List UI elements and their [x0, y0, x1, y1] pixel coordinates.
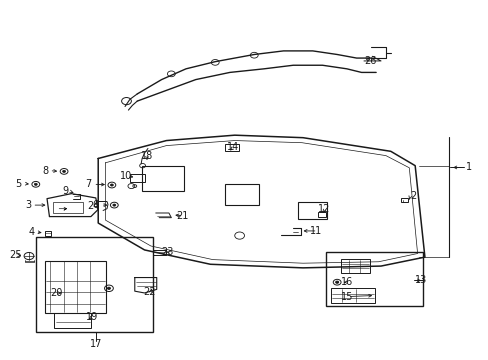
- Text: 22: 22: [143, 287, 156, 297]
- Text: 23: 23: [161, 247, 174, 257]
- Text: 24: 24: [87, 201, 100, 211]
- Bar: [224, 144, 238, 151]
- Text: 14: 14: [227, 142, 239, 152]
- Circle shape: [62, 170, 65, 172]
- Text: 9: 9: [62, 186, 69, 197]
- Circle shape: [113, 204, 116, 206]
- Bar: [53, 202, 82, 213]
- Text: 21: 21: [176, 211, 188, 221]
- Text: 1: 1: [466, 162, 471, 172]
- Text: 25: 25: [9, 250, 21, 260]
- Text: 16: 16: [340, 277, 352, 287]
- Text: 2: 2: [409, 191, 416, 201]
- Circle shape: [107, 287, 110, 289]
- Text: 4: 4: [29, 227, 35, 237]
- Text: 11: 11: [310, 226, 322, 236]
- Bar: [36, 237, 153, 332]
- Text: 17: 17: [89, 339, 102, 349]
- Bar: [298, 202, 327, 220]
- Text: 12: 12: [317, 204, 329, 215]
- Bar: [317, 212, 326, 217]
- Bar: [330, 288, 374, 303]
- Text: 13: 13: [414, 275, 427, 285]
- Text: 18: 18: [141, 150, 153, 161]
- Text: 5: 5: [15, 179, 21, 189]
- Bar: [44, 231, 51, 235]
- Bar: [142, 166, 183, 191]
- Text: 20: 20: [50, 288, 62, 298]
- Bar: [54, 314, 91, 328]
- Text: 10: 10: [120, 171, 132, 181]
- Bar: [130, 174, 144, 182]
- Text: 3: 3: [25, 200, 31, 210]
- Circle shape: [34, 183, 37, 185]
- Bar: [340, 259, 369, 273]
- Bar: [224, 184, 259, 205]
- Text: 7: 7: [85, 179, 91, 189]
- Circle shape: [335, 281, 338, 283]
- Text: 6: 6: [92, 200, 98, 210]
- Bar: [44, 261, 105, 313]
- Text: 26: 26: [363, 56, 376, 66]
- Bar: [400, 198, 407, 202]
- Circle shape: [110, 184, 113, 186]
- Text: 15: 15: [340, 292, 353, 302]
- Text: 8: 8: [42, 166, 48, 176]
- Bar: [326, 252, 422, 306]
- Text: 19: 19: [86, 312, 98, 322]
